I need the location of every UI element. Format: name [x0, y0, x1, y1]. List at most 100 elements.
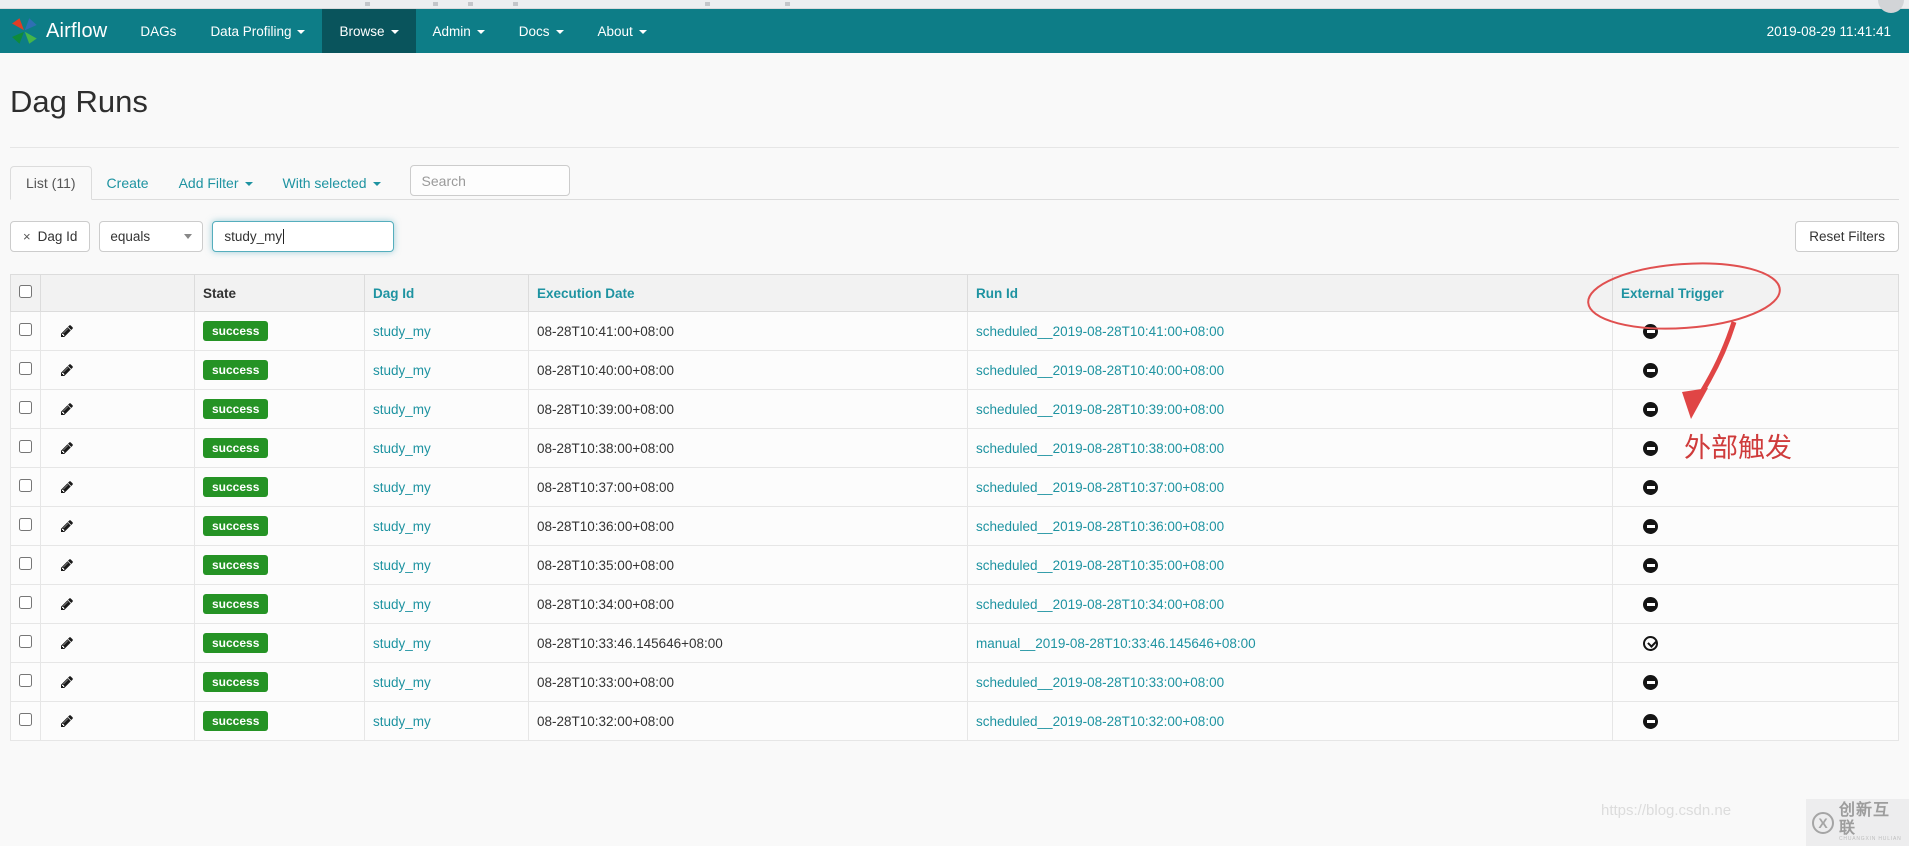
dag-id-link[interactable]: study_my: [373, 518, 431, 534]
execution-date-header[interactable]: Execution Date: [528, 274, 968, 312]
add-filter-dropdown[interactable]: Add Filter: [164, 167, 268, 199]
dag-id-link[interactable]: study_my: [373, 401, 431, 417]
dag-id-link[interactable]: study_my: [373, 596, 431, 612]
status-badge: success: [203, 399, 269, 419]
table-row: success study_my 08-28T10:41:00+08:00 sc…: [10, 311, 1899, 351]
table-row: success study_my 08-28T10:35:00+08:00 sc…: [10, 545, 1899, 585]
edit-row-button[interactable]: [58, 634, 76, 652]
dag-id-link[interactable]: study_my: [373, 635, 431, 651]
watermark-logo: X 创新互联 CHUANGXIN HULIAN: [1806, 799, 1909, 846]
browser-chrome-strip: [0, 0, 1909, 13]
table-row: success study_my 08-28T10:34:00+08:00 sc…: [10, 584, 1899, 624]
row-checkbox[interactable]: [19, 323, 32, 336]
row-checkbox[interactable]: [19, 596, 32, 609]
row-checkbox[interactable]: [19, 362, 32, 375]
watermark-caption: CHUANGXIN HULIAN: [1839, 836, 1902, 843]
table-row: success study_my 08-28T10:33:46.145646+0…: [10, 623, 1899, 663]
dag-id-link[interactable]: study_my: [373, 674, 431, 690]
external-trigger-icon: [1643, 440, 1658, 456]
actions-header: [40, 274, 195, 312]
browser-chrome-icons: [365, 2, 370, 6]
status-badge: success: [203, 672, 269, 692]
navbar-menu: DAGs Data Profiling Browse Admin Docs Ab…: [123, 9, 663, 53]
nav-item-dags[interactable]: DAGs: [123, 9, 193, 53]
search-input[interactable]: [409, 165, 570, 196]
run-id-link[interactable]: scheduled__2019-08-28T10:40:00+08:00: [976, 362, 1225, 378]
row-checkbox[interactable]: [19, 713, 32, 726]
edit-row-button[interactable]: [58, 556, 76, 574]
execution-date-value: 08-28T10:37:00+08:00: [537, 479, 674, 495]
run-id-link[interactable]: scheduled__2019-08-28T10:38:00+08:00: [976, 440, 1225, 456]
row-checkbox[interactable]: [19, 401, 32, 414]
dag-id-link[interactable]: study_my: [373, 440, 431, 456]
status-badge: success: [203, 555, 269, 575]
chevron-down-icon: [372, 182, 381, 186]
row-checkbox[interactable]: [19, 674, 32, 687]
execution-date-value: 08-28T10:33:46.145646+08:00: [537, 635, 723, 651]
edit-row-button[interactable]: [58, 478, 76, 496]
tab-list[interactable]: List (11): [10, 166, 92, 200]
run-id-link[interactable]: scheduled__2019-08-28T10:39:00+08:00: [976, 401, 1225, 417]
dag-id-link[interactable]: study_my: [373, 479, 431, 495]
run-id-header[interactable]: Run Id: [967, 274, 1613, 312]
edit-row-button[interactable]: [58, 439, 76, 457]
chevron-down-icon: [476, 30, 485, 34]
nav-item-browse[interactable]: Browse: [322, 9, 416, 53]
dag-id-header[interactable]: Dag Id: [364, 274, 529, 312]
run-id-link[interactable]: scheduled__2019-08-28T10:37:00+08:00: [976, 479, 1225, 495]
edit-row-button[interactable]: [58, 712, 76, 730]
run-id-link[interactable]: scheduled__2019-08-28T10:33:00+08:00: [976, 674, 1225, 690]
reset-filters-button[interactable]: Reset Filters: [1795, 221, 1899, 252]
edit-row-button[interactable]: [58, 322, 76, 340]
pencil-icon: [60, 597, 74, 614]
dag-id-link[interactable]: study_my: [373, 713, 431, 729]
status-badge: success: [203, 594, 269, 614]
run-id-link[interactable]: scheduled__2019-08-28T10:35:00+08:00: [976, 557, 1225, 573]
row-checkbox[interactable]: [19, 557, 32, 570]
edit-row-button[interactable]: [58, 673, 76, 691]
remove-filter-button[interactable]: × Dag Id: [10, 221, 91, 252]
external-trigger-icon: [1643, 635, 1658, 651]
execution-date-value: 08-28T10:34:00+08:00: [537, 596, 674, 612]
filter-value-input[interactable]: study_my: [212, 221, 395, 252]
edit-row-button[interactable]: [58, 517, 76, 535]
dag-id-link[interactable]: study_my: [373, 323, 431, 339]
select-all-checkbox[interactable]: [19, 285, 32, 298]
nav-item-docs[interactable]: Docs: [502, 9, 581, 53]
edit-row-button[interactable]: [58, 400, 76, 418]
tab-create[interactable]: Create: [92, 167, 164, 199]
nav-label: Browse: [339, 23, 385, 39]
external-trigger-icon: [1643, 401, 1658, 417]
execution-date-value: 08-28T10:39:00+08:00: [537, 401, 674, 417]
table-row: success study_my 08-28T10:39:00+08:00 sc…: [10, 389, 1899, 429]
row-checkbox[interactable]: [19, 518, 32, 531]
row-checkbox[interactable]: [19, 635, 32, 648]
table-row: success study_my 08-28T10:40:00+08:00 sc…: [10, 350, 1899, 390]
edit-row-button[interactable]: [58, 595, 76, 613]
row-checkbox[interactable]: [19, 479, 32, 492]
run-id-link[interactable]: manual__2019-08-28T10:33:46.145646+08:00: [976, 635, 1256, 651]
external-trigger-header[interactable]: External Trigger: [1612, 274, 1899, 312]
run-id-link[interactable]: scheduled__2019-08-28T10:41:00+08:00: [976, 323, 1225, 339]
status-badge: success: [203, 516, 269, 536]
pencil-icon: [60, 675, 74, 692]
dag-id-link[interactable]: study_my: [373, 362, 431, 378]
edit-row-button[interactable]: [58, 361, 76, 379]
nav-label: Admin: [432, 23, 471, 39]
run-id-link[interactable]: scheduled__2019-08-28T10:34:00+08:00: [976, 596, 1225, 612]
tab-label: Create: [106, 175, 149, 191]
run-id-link[interactable]: scheduled__2019-08-28T10:32:00+08:00: [976, 713, 1225, 729]
filter-operator-select[interactable]: equals: [99, 221, 204, 252]
external-trigger-icon: [1643, 596, 1658, 612]
external-trigger-icon: [1643, 362, 1658, 378]
dag-id-link[interactable]: study_my: [373, 557, 431, 573]
nav-item-data-profiling[interactable]: Data Profiling: [193, 9, 322, 53]
with-selected-dropdown[interactable]: With selected: [268, 167, 396, 199]
status-badge: success: [203, 633, 269, 653]
nav-item-about[interactable]: About: [581, 9, 664, 53]
nav-label: Data Profiling: [210, 23, 292, 39]
airflow-brand[interactable]: Airflow: [0, 9, 123, 53]
nav-item-admin[interactable]: Admin: [416, 9, 502, 53]
run-id-link[interactable]: scheduled__2019-08-28T10:36:00+08:00: [976, 518, 1225, 534]
row-checkbox[interactable]: [19, 440, 32, 453]
